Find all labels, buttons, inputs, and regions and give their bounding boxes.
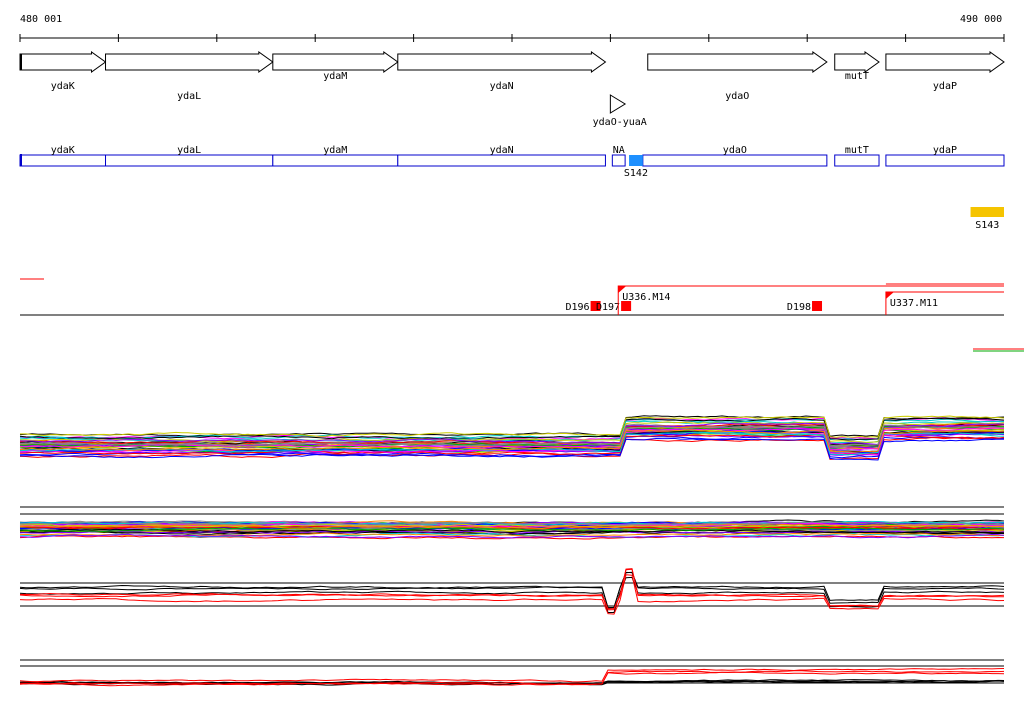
profile-line [19, 533, 1005, 539]
segment-label: ydaK [51, 145, 75, 156]
transcript-line [617, 285, 1004, 315]
tss-label: D198 [787, 302, 811, 313]
segment-label: ydaL [177, 145, 201, 156]
profile-line [20, 422, 1005, 446]
transcript-label: U337.M11 [890, 298, 938, 309]
profile-line [19, 431, 1005, 456]
profile-line [19, 428, 1005, 451]
marker-box [970, 207, 1004, 217]
profile-line [19, 527, 1005, 533]
profile-line [19, 521, 1005, 526]
profile-line [19, 571, 1005, 609]
segment-label: ydaP [933, 145, 957, 156]
expression-profile-panel-4 [19, 659, 1005, 687]
gene-arrow [105, 51, 274, 73]
profile-line [19, 437, 1005, 461]
marker-box [629, 155, 643, 166]
tss-marker [590, 301, 601, 311]
segment-label: ydaM [323, 145, 347, 156]
marker-label: S142 [624, 168, 648, 179]
segment-label: ydaO [723, 145, 747, 156]
profile-line [19, 530, 1005, 535]
segment-box [885, 154, 1005, 167]
gene-label: ydaL [177, 91, 201, 102]
ruler-start-label: 480 001 [20, 14, 62, 25]
profile-line [19, 528, 1005, 534]
segment-label: mutT [845, 145, 869, 156]
expression-profile-panel-1 [19, 415, 1005, 461]
gene-label: ydaM [323, 71, 347, 82]
profile-line [20, 415, 1005, 438]
segment-box [834, 154, 880, 167]
marker-label: S143 [975, 220, 999, 231]
profile-line [19, 670, 1005, 685]
segment-label: NA [613, 145, 625, 156]
segment-box [105, 154, 274, 167]
marker-track: S142 S143 [624, 155, 1004, 231]
profile-line [19, 523, 1005, 530]
gene-arrow [647, 51, 828, 73]
tss-marker [812, 301, 823, 311]
transcript-flag [618, 286, 627, 293]
segment-box [611, 154, 626, 167]
ruler-end-label: 490 000 [960, 14, 1002, 25]
segment-box [397, 154, 606, 167]
gene-arrow [834, 51, 880, 73]
expression-profile-panel-2 [19, 506, 1005, 540]
gene-arrow [19, 51, 107, 73]
profile-line [19, 429, 1005, 453]
segment-box [642, 154, 828, 167]
gene-arrow [885, 51, 1005, 73]
gene-label: ydaN [490, 81, 514, 92]
transcript-flag [885, 292, 894, 299]
transcript-label: U336.M14 [622, 292, 670, 303]
tss-label: D196 [566, 302, 590, 313]
segment-track: ydaK ydaL ydaM ydaN NA ydaO mutT ydaP [19, 145, 1005, 167]
profile-line [19, 680, 1005, 686]
gene-arrow [272, 51, 399, 73]
profile-line [19, 417, 1005, 441]
profile-line [19, 524, 1005, 531]
tss-track: D196 D197 D198 U336.M14 U337.M11 [20, 278, 1024, 352]
tss-marker [621, 301, 632, 311]
small-feature-arrow [609, 94, 627, 114]
gene-label: ydaP [933, 81, 957, 92]
profile-line [19, 668, 1005, 683]
profile-line [19, 571, 1005, 609]
expression-profile-panel-3 [19, 568, 1005, 615]
gene-track: ydaK ydaL ydaM ydaN ydaO mutT ydaP [19, 51, 1005, 102]
tss-label: D197 [596, 302, 620, 313]
profile-line [19, 574, 1005, 615]
ruler-ticks [19, 34, 1005, 42]
segment-label: ydaN [490, 145, 514, 156]
profile-line [19, 568, 1005, 611]
gene-arrow [397, 51, 607, 73]
gene-label: ydaO [725, 91, 749, 102]
ruler: 480 001 490 000 [19, 14, 1005, 42]
gene-label: ydaK [51, 81, 75, 92]
profile-line [20, 520, 1005, 526]
segment-box [19, 154, 107, 167]
profile-line [19, 424, 1005, 447]
gene-label: mutT [845, 71, 869, 82]
small-feature-track: ydaO-yuaA [593, 94, 647, 128]
small-feature-label: ydaO-yuaA [593, 117, 647, 128]
profile-line [19, 671, 1005, 687]
profile-line [19, 421, 1005, 443]
segment-box [272, 154, 399, 167]
